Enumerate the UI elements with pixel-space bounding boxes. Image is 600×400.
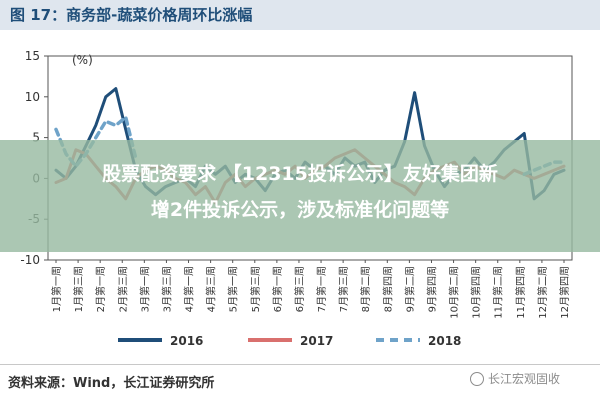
legend-label-2018: 2018	[428, 334, 461, 348]
x-tick-label: 4月第一周	[183, 266, 196, 312]
x-tick-label: 8月第四周	[381, 266, 394, 312]
x-tick-label: 11月第二周	[492, 266, 505, 319]
y-tick-label: 10	[25, 90, 40, 104]
overlay-line-2: 增2件投诉公示，涉及标准化问题等	[150, 199, 450, 221]
figure-title: 图 17：商务部-蔬菜价格周环比涨幅	[10, 6, 253, 24]
x-tick-label: 5月第一周	[227, 266, 240, 312]
x-tick-label: 1月第三周	[72, 266, 85, 312]
news-overlay-banner[interactable]: 股票配资要求 【12315投诉公示】友好集团新 增2件投诉公示，涉及标准化问题等	[0, 140, 600, 252]
watermark-text: 长江宏观固收	[488, 372, 561, 386]
y-unit-label: (%)	[72, 53, 93, 67]
x-tick-label: 10月第二周	[448, 266, 461, 319]
x-tick-label: 1月第一周	[50, 266, 63, 312]
x-tick-label: 9月第二周	[403, 266, 416, 312]
x-tick-label: 12月第四周	[558, 266, 571, 319]
legend-label-2017: 2017	[300, 334, 333, 348]
x-tick-label: 7月第三周	[337, 266, 350, 312]
x-tick-label: 6月第三周	[293, 266, 306, 312]
x-tick-label: 11月第四周	[514, 266, 527, 319]
x-tick-label: 2月第一周	[94, 266, 107, 312]
x-tick-label: 8月第二周	[359, 266, 372, 312]
x-tick-label: 5月第三周	[249, 266, 262, 312]
x-tick-label: 12月第二周	[536, 266, 549, 319]
x-tick-label: 9月第四周	[425, 266, 438, 312]
x-tick-label: 6月第一周	[271, 266, 284, 312]
x-tick-label: 7月第一周	[315, 266, 328, 312]
x-tick-label: 4月第三周	[205, 266, 218, 312]
x-tick-label: 3月第三周	[160, 266, 173, 312]
x-tick-label: 2月第三周	[116, 266, 129, 312]
y-tick-label: -10	[20, 253, 40, 267]
figure-header: 图 17：商务部-蔬菜价格周环比涨幅	[0, 0, 600, 30]
x-tick-label: 10月第四周	[470, 266, 483, 319]
footer-divider	[0, 364, 600, 365]
watermark: 长江宏观固收	[470, 370, 560, 387]
y-tick-label: 5	[32, 131, 40, 145]
overlay-line-1: 股票配资要求 【12315投诉公示】友好集团新	[102, 163, 498, 185]
x-tick-label: 3月第一周	[138, 266, 151, 312]
wechat-logo-icon	[470, 372, 484, 386]
legend-label-2016: 2016	[170, 334, 203, 348]
source-note: 资料来源：Wind，长江证券研究所	[8, 376, 215, 391]
y-tick-label: 15	[25, 49, 40, 63]
